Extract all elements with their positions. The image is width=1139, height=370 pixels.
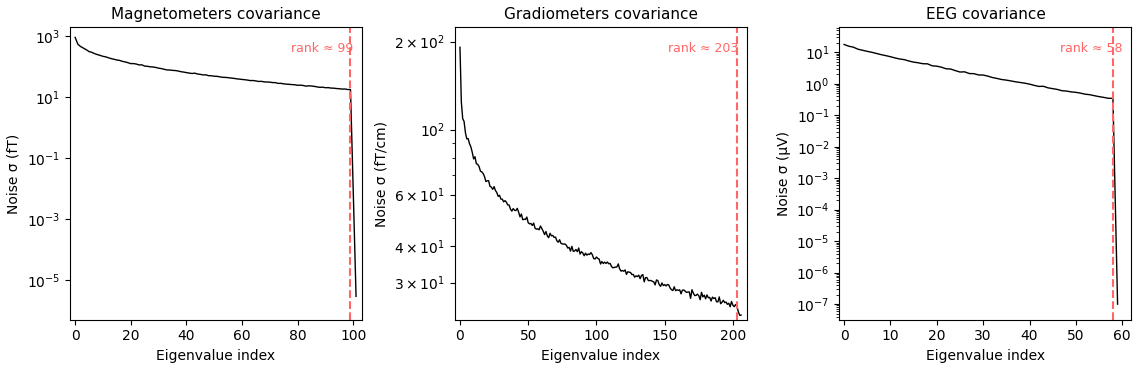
Text: rank ≈ 203: rank ≈ 203 xyxy=(667,42,738,55)
Title: Gradiometers covariance: Gradiometers covariance xyxy=(503,7,697,22)
Text: rank ≈ 99: rank ≈ 99 xyxy=(290,42,353,55)
Text: rank ≈ 58: rank ≈ 58 xyxy=(1060,42,1123,55)
Y-axis label: Noise σ (fT): Noise σ (fT) xyxy=(7,134,21,213)
Title: Magnetometers covariance: Magnetometers covariance xyxy=(110,7,320,22)
Y-axis label: Noise σ (μV): Noise σ (μV) xyxy=(777,131,790,216)
X-axis label: Eigenvalue index: Eigenvalue index xyxy=(156,349,276,363)
X-axis label: Eigenvalue index: Eigenvalue index xyxy=(926,349,1044,363)
X-axis label: Eigenvalue index: Eigenvalue index xyxy=(541,349,661,363)
Y-axis label: Noise σ (fT/cm): Noise σ (fT/cm) xyxy=(375,121,388,226)
Title: EEG covariance: EEG covariance xyxy=(926,7,1046,22)
